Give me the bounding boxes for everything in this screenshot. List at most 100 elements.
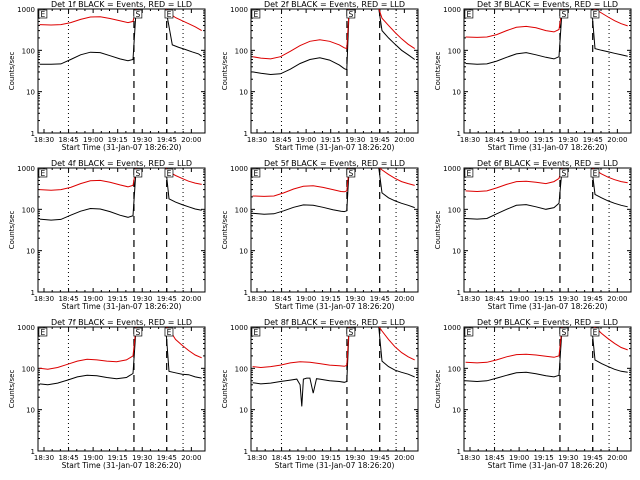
- y-tick-label: 10: [452, 248, 461, 256]
- x-tick-label: 19:15: [108, 454, 128, 462]
- x-tick-label: 18:30: [247, 454, 267, 462]
- marker-label: S: [561, 169, 566, 178]
- y-tick-label: 1: [457, 448, 461, 456]
- y-tick-label: 100: [22, 365, 35, 373]
- y-tick-label: 1000: [17, 165, 35, 173]
- y-tick-label: 1000: [230, 6, 248, 14]
- x-tick-label: 20:00: [394, 136, 414, 144]
- marker-label: E: [593, 169, 598, 178]
- marker-box: [590, 327, 600, 337]
- x-tick-label: 19:45: [157, 454, 177, 462]
- plot-frame: [250, 326, 419, 452]
- marker-box: [464, 9, 474, 19]
- x-tick-label: 20:00: [607, 454, 627, 462]
- x-tick-label: 19:15: [534, 454, 554, 462]
- marker-box: [346, 9, 356, 19]
- lld-series-line: [465, 168, 628, 193]
- events-series-line: [465, 168, 628, 220]
- x-tick-label: 18:45: [58, 136, 78, 144]
- panel-title: Det 2f BLACK = Events, RED = LLD: [264, 0, 405, 9]
- marker-box: [251, 168, 261, 178]
- x-axis-label: Start Time (31-Jan-07 18:26:20): [488, 461, 608, 470]
- x-tick-label: 20:00: [181, 295, 201, 303]
- events-series-line: [39, 9, 202, 65]
- panel-title: Det 1f BLACK = Events, RED = LLD: [51, 0, 192, 9]
- panel-title: Det 8f BLACK = Events, RED = LLD: [264, 318, 405, 327]
- events-series-line: [252, 168, 415, 215]
- marker-label: E: [41, 10, 46, 19]
- y-tick-label: 10: [239, 407, 248, 415]
- y-tick-label: 100: [448, 206, 461, 214]
- marker-label: E: [467, 169, 472, 178]
- plot-frame: [463, 167, 632, 293]
- y-tick-label: 1: [31, 289, 35, 297]
- x-tick-label: 19:00: [296, 295, 316, 303]
- x-axis-label: Start Time (31-Jan-07 18:26:20): [62, 143, 182, 152]
- marker-label: S: [348, 328, 353, 337]
- x-tick-label: 18:30: [34, 295, 54, 303]
- lld-series-line: [465, 327, 628, 364]
- x-tick-label: 19:00: [296, 454, 316, 462]
- marker-box: [164, 9, 174, 19]
- x-tick-label: 18:45: [484, 454, 504, 462]
- y-tick-label: 100: [235, 365, 248, 373]
- x-tick-label: 18:30: [34, 454, 54, 462]
- x-tick-label: 19:00: [509, 295, 529, 303]
- y-tick-label: 100: [22, 47, 35, 55]
- marker-label: E: [254, 10, 259, 19]
- marker-box: [133, 327, 143, 337]
- x-axis-label: Start Time (31-Jan-07 18:26:20): [488, 143, 608, 152]
- y-tick-label: 100: [448, 365, 461, 373]
- x-tick-label: 20:00: [607, 136, 627, 144]
- marker-label: E: [41, 328, 46, 337]
- y-tick-label: 10: [26, 407, 35, 415]
- y-tick-label: 1000: [17, 6, 35, 14]
- x-tick-label: 19:30: [132, 136, 152, 144]
- y-tick-label: 1: [457, 289, 461, 297]
- x-tick-label: 19:15: [534, 136, 554, 144]
- y-axis-label: Counts/sec: [434, 370, 442, 409]
- x-axis-label: Start Time (31-Jan-07 18:26:20): [62, 461, 182, 470]
- detector-panel: Det 7f BLACK = Events, RED = LLD 1 10 100 10…: [8, 318, 206, 470]
- y-tick-label: 100: [235, 47, 248, 55]
- marker-label: E: [467, 328, 472, 337]
- marker-box: [464, 168, 474, 178]
- marker-box: [164, 168, 174, 178]
- marker-label: S: [561, 10, 566, 19]
- marker-box: [346, 168, 356, 178]
- lld-series-line: [252, 168, 415, 197]
- y-tick-label: 1: [244, 130, 248, 138]
- marker-box: [164, 327, 174, 337]
- plot-frame: [463, 326, 632, 452]
- y-tick-label: 100: [22, 206, 35, 214]
- y-tick-label: 1: [244, 289, 248, 297]
- x-tick-label: 19:15: [108, 136, 128, 144]
- marker-label: S: [348, 10, 353, 19]
- marker-box: [133, 9, 143, 19]
- y-tick-label: 1: [31, 130, 35, 138]
- panel-title: Det 3f BLACK = Events, RED = LLD: [477, 0, 618, 9]
- events-series-line: [39, 168, 202, 221]
- y-tick-label: 10: [452, 407, 461, 415]
- marker-label: S: [561, 328, 566, 337]
- plot-frame: [37, 326, 206, 452]
- x-tick-label: 18:45: [484, 295, 504, 303]
- x-tick-label: 18:30: [247, 295, 267, 303]
- y-tick-label: 1000: [17, 324, 35, 332]
- marker-label: E: [254, 328, 259, 337]
- x-tick-label: 20:00: [394, 295, 414, 303]
- x-tick-label: 20:00: [394, 454, 414, 462]
- marker-label: E: [467, 10, 472, 19]
- y-tick-label: 1: [457, 130, 461, 138]
- events-series-line: [39, 327, 202, 386]
- x-tick-label: 20:00: [607, 295, 627, 303]
- x-axis-label: Start Time (31-Jan-07 18:26:20): [275, 461, 395, 470]
- marker-label: E: [167, 10, 172, 19]
- x-tick-label: 18:45: [271, 454, 291, 462]
- detector-panel: Det 8f BLACK = Events, RED = LLD 1 10 100 10…: [221, 318, 419, 470]
- x-tick-label: 19:15: [534, 295, 554, 303]
- panel-title: Det 6f BLACK = Events, RED = LLD: [477, 159, 618, 168]
- x-tick-label: 18:45: [58, 295, 78, 303]
- x-tick-label: 19:45: [370, 454, 390, 462]
